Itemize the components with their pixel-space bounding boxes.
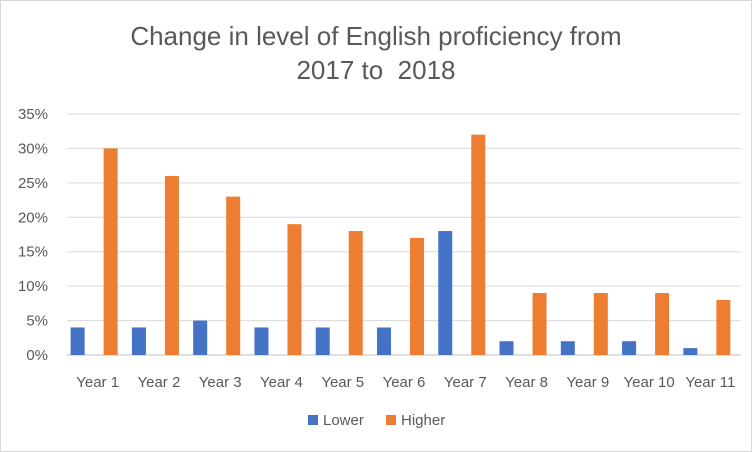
x-tick-label: Year 10 [624, 374, 675, 391]
y-tick-label: 25% [18, 175, 48, 192]
y-tick-label: 0% [26, 347, 48, 364]
x-tick-label: Year 4 [260, 374, 303, 391]
y-tick-label: 15% [18, 244, 48, 261]
y-axis-ticks: 0% 5% 10% 15% 20% 25% 30% 35% [18, 106, 48, 364]
bar-higher-year-8 [532, 293, 547, 355]
bar-lower-year-3 [193, 320, 208, 355]
legend: Lower Higher [308, 412, 445, 429]
legend-label-lower: Lower [323, 412, 364, 429]
x-tick-label: Year 5 [321, 374, 364, 391]
bar-lower-year-5 [315, 327, 330, 355]
y-tick-label: 5% [26, 313, 48, 330]
bar-lower-year-1 [70, 327, 85, 355]
legend-swatch-lower [308, 415, 318, 425]
gridlines [67, 113, 741, 356]
y-tick-label: 20% [18, 209, 48, 226]
bar-lower-year-6 [377, 327, 391, 355]
y-tick-label: 35% [18, 106, 48, 123]
x-tick-label: Year 2 [137, 374, 180, 391]
bar-lower-year-8 [499, 341, 514, 355]
chart-title-line-1: Change in level of English proficiency f… [130, 21, 622, 51]
x-tick-label: Year 11 [685, 374, 735, 391]
bar-higher-year-6 [410, 237, 424, 355]
bar-higher-year-10 [655, 293, 670, 355]
bar-higher-year-2 [164, 175, 179, 355]
y-tick-label: 10% [18, 278, 48, 295]
bar-higher-year-9 [593, 293, 608, 355]
chart-title: Change in level of English proficiency f… [1, 19, 751, 87]
bars [70, 134, 731, 355]
bar-higher-year-3 [226, 196, 241, 355]
legend-swatch-higher [386, 415, 396, 425]
x-axis-ticks: Year 1 Year 2 Year 3 Year 4 Year 5 Year 6 Year… [76, 374, 735, 391]
bar-lower-year-11 [683, 348, 698, 355]
bar-higher-year-7 [471, 134, 486, 355]
legend-label-higher: Higher [401, 412, 445, 429]
x-tick-label: Year 3 [199, 374, 242, 391]
bar-lower-year-10 [622, 341, 637, 355]
x-tick-label: Year 6 [383, 374, 426, 391]
bar-lower-year-4 [254, 327, 269, 355]
chart-title-line-2: 2017 to 2018 [296, 55, 456, 85]
bar-lower-year-2 [131, 327, 146, 355]
x-tick-label: Year 9 [566, 374, 609, 391]
x-tick-label: Year 1 [76, 374, 119, 391]
x-tick-label: Year 7 [444, 374, 487, 391]
x-tick-label: Year 8 [505, 374, 548, 391]
y-tick-label: 30% [18, 140, 48, 157]
bar-higher-year-1 [103, 148, 118, 355]
bar-lower-year-7 [438, 231, 453, 355]
bar-lower-year-9 [560, 341, 575, 355]
bar-higher-year-5 [348, 231, 363, 355]
bar-higher-year-4 [287, 224, 302, 355]
bar-higher-year-11 [716, 299, 731, 355]
